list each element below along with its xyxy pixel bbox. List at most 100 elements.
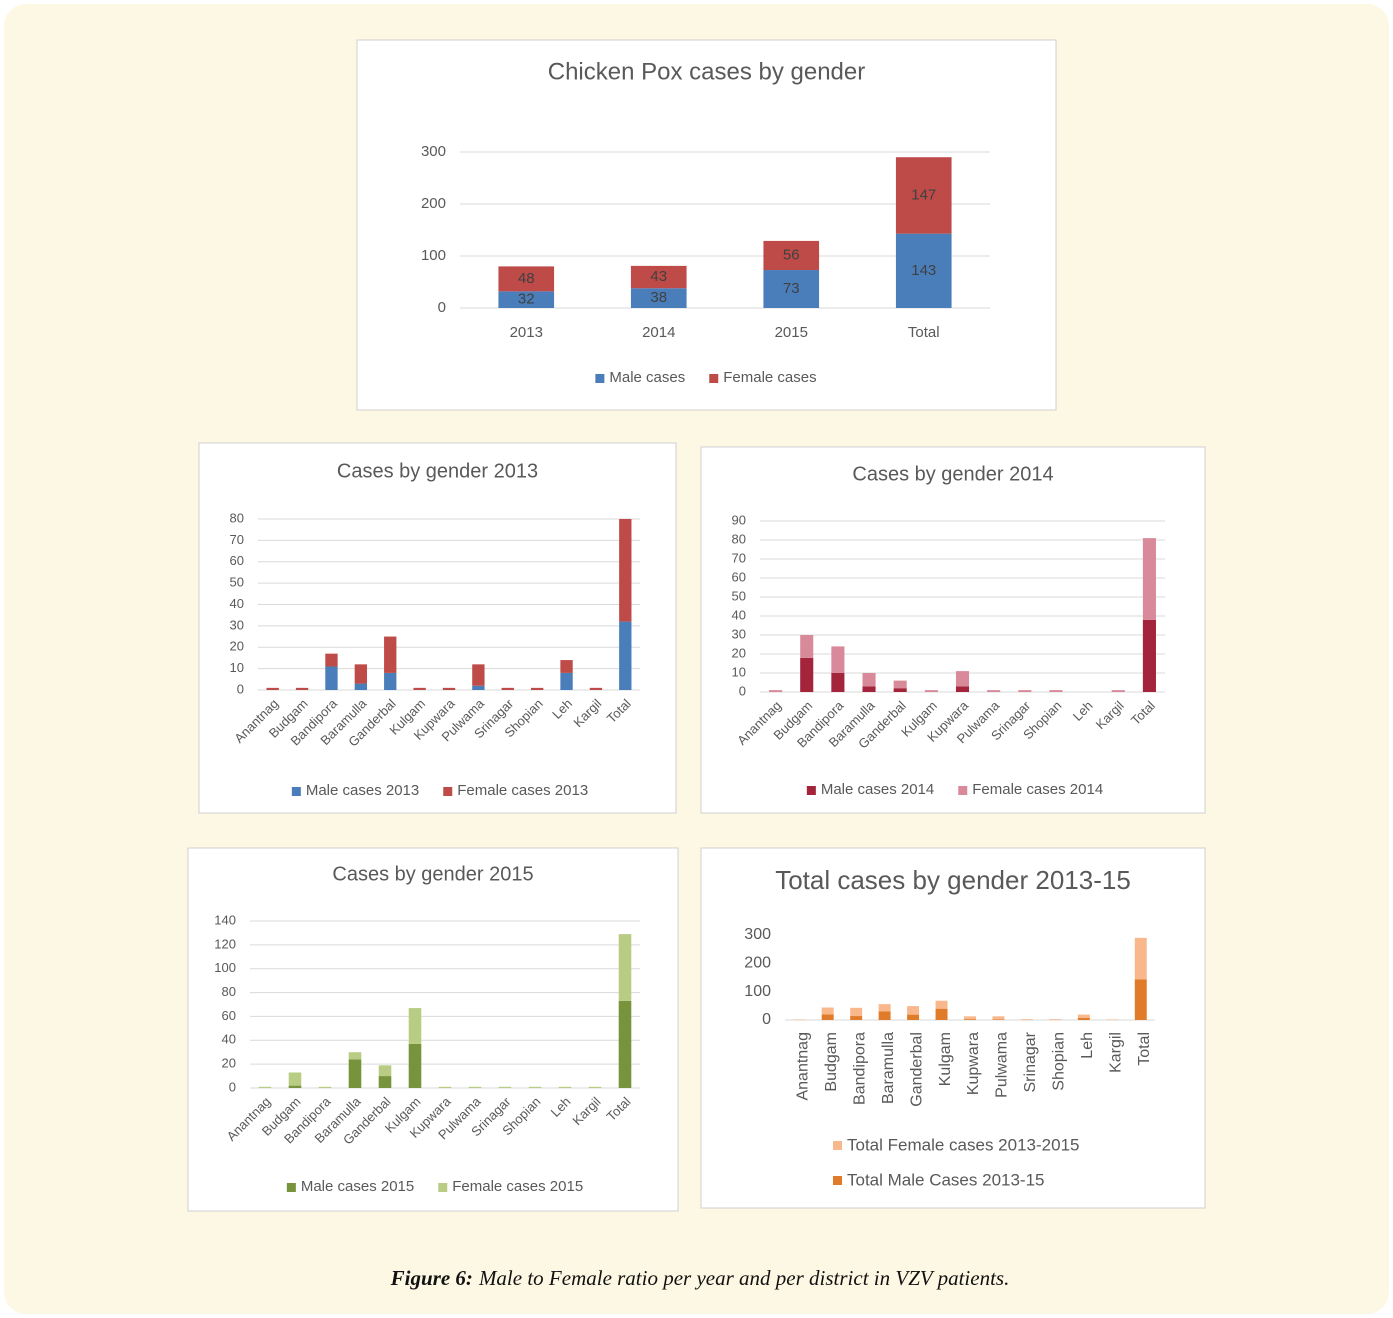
bar-segment (850, 1007, 863, 1017)
data-label: 56 (783, 246, 800, 263)
legend-label: Female cases 2015 (452, 1178, 583, 1195)
bar-segment (955, 686, 970, 692)
bar-segment (878, 1011, 891, 1020)
bar-segment (325, 653, 338, 667)
chart-frame (187, 847, 679, 1212)
legend-item: Total Male Cases 2013-15 (833, 1170, 1045, 1189)
y-tick-label: 0 (762, 1011, 771, 1028)
data-label: 43 (650, 268, 667, 285)
y-tick-label: 100 (214, 960, 236, 975)
bar-segment (384, 636, 397, 673)
y-tick-label: 80 (230, 510, 244, 525)
bar-segment (498, 291, 555, 308)
bar-segment (935, 1008, 948, 1020)
bar-segment (558, 1086, 572, 1088)
chart-frame (700, 446, 1206, 814)
bar-segment (1049, 1019, 1062, 1020)
x-tick-label: Leh (1079, 1032, 1096, 1059)
y-tick-label: 80 (222, 984, 236, 999)
y-tick-label: 140 (214, 912, 236, 927)
bar-segment (800, 657, 814, 692)
x-tick-label: 2014 (642, 324, 675, 341)
y-tick-label: 200 (744, 955, 771, 972)
chart-frame (198, 442, 677, 814)
bar-segment (935, 1000, 948, 1009)
y-tick-label: 80 (732, 531, 746, 546)
chart-frame (700, 847, 1206, 1209)
bar-segment (831, 646, 845, 673)
x-tick-label: Kargil (1108, 1032, 1125, 1073)
bar-segment (288, 1085, 302, 1088)
y-tick-label: 50 (230, 575, 244, 590)
bar-segment (821, 1007, 834, 1015)
legend-item: Male cases 2013 (291, 782, 419, 799)
y-tick-label: 30 (230, 617, 244, 632)
data-label: 143 (911, 262, 936, 279)
bar-segment (498, 266, 555, 292)
bar-segment (769, 690, 783, 692)
x-tick-label: Ganderbal (908, 1032, 925, 1107)
y-tick-label: 50 (732, 588, 746, 603)
bar-segment (793, 1019, 806, 1020)
chart: Total cases by gender 2013-15 0 100 200 300 A… (700, 847, 1206, 1209)
bar-segment (987, 690, 1001, 692)
bar-segment (619, 519, 632, 622)
bar-segment (893, 688, 907, 692)
bar-segment (924, 690, 938, 692)
bar-segment (1134, 979, 1147, 1020)
bar-segment (1142, 619, 1156, 692)
bar-segment (1134, 937, 1147, 980)
bar-segment (992, 1019, 1005, 1020)
bar-segment (1020, 1019, 1033, 1020)
caption-label: Figure 6: (390, 1266, 473, 1290)
x-tick-label: Total (908, 324, 940, 341)
x-tick-label: Srinagar (1022, 1031, 1039, 1092)
legend-label: Male cases (609, 369, 685, 386)
bar-segment (821, 1014, 834, 1020)
y-tick-label: 0 (229, 1079, 236, 1094)
bar-segment (964, 1016, 976, 1020)
bar-segment (295, 687, 309, 690)
y-tick-label: 90 (732, 512, 746, 527)
bar-segment (589, 687, 603, 690)
x-tick-label: 2013 (510, 324, 543, 341)
x-tick-label: Bandipora (851, 1032, 868, 1105)
bar-segment (831, 673, 845, 692)
legend-label: Male cases 2013 (306, 782, 419, 799)
x-tick-label: Baramulla (880, 1032, 897, 1104)
chart: Chicken Pox cases by gender 0 100 200 300 201… (356, 39, 1057, 411)
y-tick-label: 20 (230, 639, 244, 654)
y-tick-label: 300 (744, 926, 771, 943)
bar-segment (964, 1019, 976, 1020)
y-tick-label: 0 (739, 683, 746, 698)
bar-segment (408, 1008, 422, 1044)
bar-segment (318, 1086, 332, 1088)
legend-item: Female cases 2013 (443, 782, 588, 799)
bar-segment (630, 265, 687, 289)
chart: Cases by gender 20140102030405060708090A… (700, 446, 1206, 814)
legend-item: Male cases 2014 (806, 781, 934, 798)
y-tick-label: 70 (230, 532, 244, 547)
y-tick-label: 10 (230, 660, 244, 675)
bar-segment (618, 1000, 632, 1088)
legend-label: Female cases (723, 369, 816, 386)
chart-title: Cases by gender 2015 (332, 863, 533, 885)
data-label: 147 (911, 186, 936, 203)
legend-swatch (438, 1183, 448, 1192)
legend-swatch (291, 787, 301, 796)
legend-swatch (286, 1183, 296, 1192)
y-tick-label: 120 (214, 936, 236, 951)
legend-swatch (833, 1176, 842, 1185)
y-tick-label: 10 (732, 664, 746, 679)
bar-segment (348, 1059, 362, 1088)
bar-segment (763, 270, 820, 308)
bar-segment (1077, 1018, 1090, 1020)
bar-segment (800, 635, 814, 658)
x-tick-label: Kupwara (965, 1032, 982, 1095)
legend-item: Female cases 2014 (958, 781, 1103, 798)
bar-segment (1111, 690, 1125, 692)
legend-item: Total Female cases 2013-2015 (833, 1135, 1079, 1154)
bar-segment (1049, 690, 1063, 692)
bar-segment (348, 1052, 362, 1060)
